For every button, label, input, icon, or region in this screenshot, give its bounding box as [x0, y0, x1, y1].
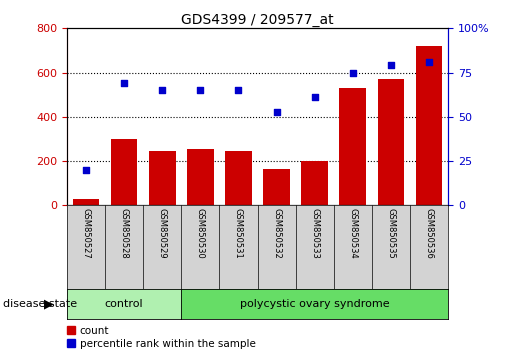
- Point: [82, 167, 90, 173]
- Text: GSM850535: GSM850535: [386, 208, 396, 258]
- Point: [425, 59, 433, 65]
- Text: control: control: [105, 298, 143, 309]
- Text: GSM850532: GSM850532: [272, 208, 281, 258]
- Bar: [225, 151, 252, 205]
- Point: [311, 95, 319, 100]
- Point: [158, 87, 166, 93]
- Text: GSM850528: GSM850528: [119, 208, 129, 258]
- Text: polycystic ovary syndrome: polycystic ovary syndrome: [240, 298, 389, 309]
- Text: ▶: ▶: [44, 297, 54, 310]
- Bar: [111, 139, 138, 205]
- Text: GSM850533: GSM850533: [310, 208, 319, 259]
- Text: GSM850530: GSM850530: [196, 208, 205, 258]
- Bar: [263, 169, 290, 205]
- Bar: [339, 88, 366, 205]
- Text: GSM850529: GSM850529: [158, 208, 167, 258]
- Point: [196, 87, 204, 93]
- Text: GSM850527: GSM850527: [81, 208, 91, 258]
- Bar: [73, 199, 99, 205]
- Bar: [377, 79, 404, 205]
- Text: GSM850534: GSM850534: [348, 208, 357, 258]
- Bar: [149, 151, 176, 205]
- Point: [387, 63, 395, 68]
- Text: GSM850536: GSM850536: [424, 208, 434, 259]
- Bar: [301, 161, 328, 205]
- Text: disease state: disease state: [3, 298, 77, 309]
- Point: [349, 70, 357, 75]
- Bar: [187, 149, 214, 205]
- Legend: count, percentile rank within the sample: count, percentile rank within the sample: [67, 326, 255, 349]
- Title: GDS4399 / 209577_at: GDS4399 / 209577_at: [181, 13, 334, 27]
- Point: [272, 109, 281, 114]
- Text: GSM850531: GSM850531: [234, 208, 243, 258]
- Point: [120, 80, 128, 86]
- Point: [234, 87, 243, 93]
- Bar: [416, 46, 442, 205]
